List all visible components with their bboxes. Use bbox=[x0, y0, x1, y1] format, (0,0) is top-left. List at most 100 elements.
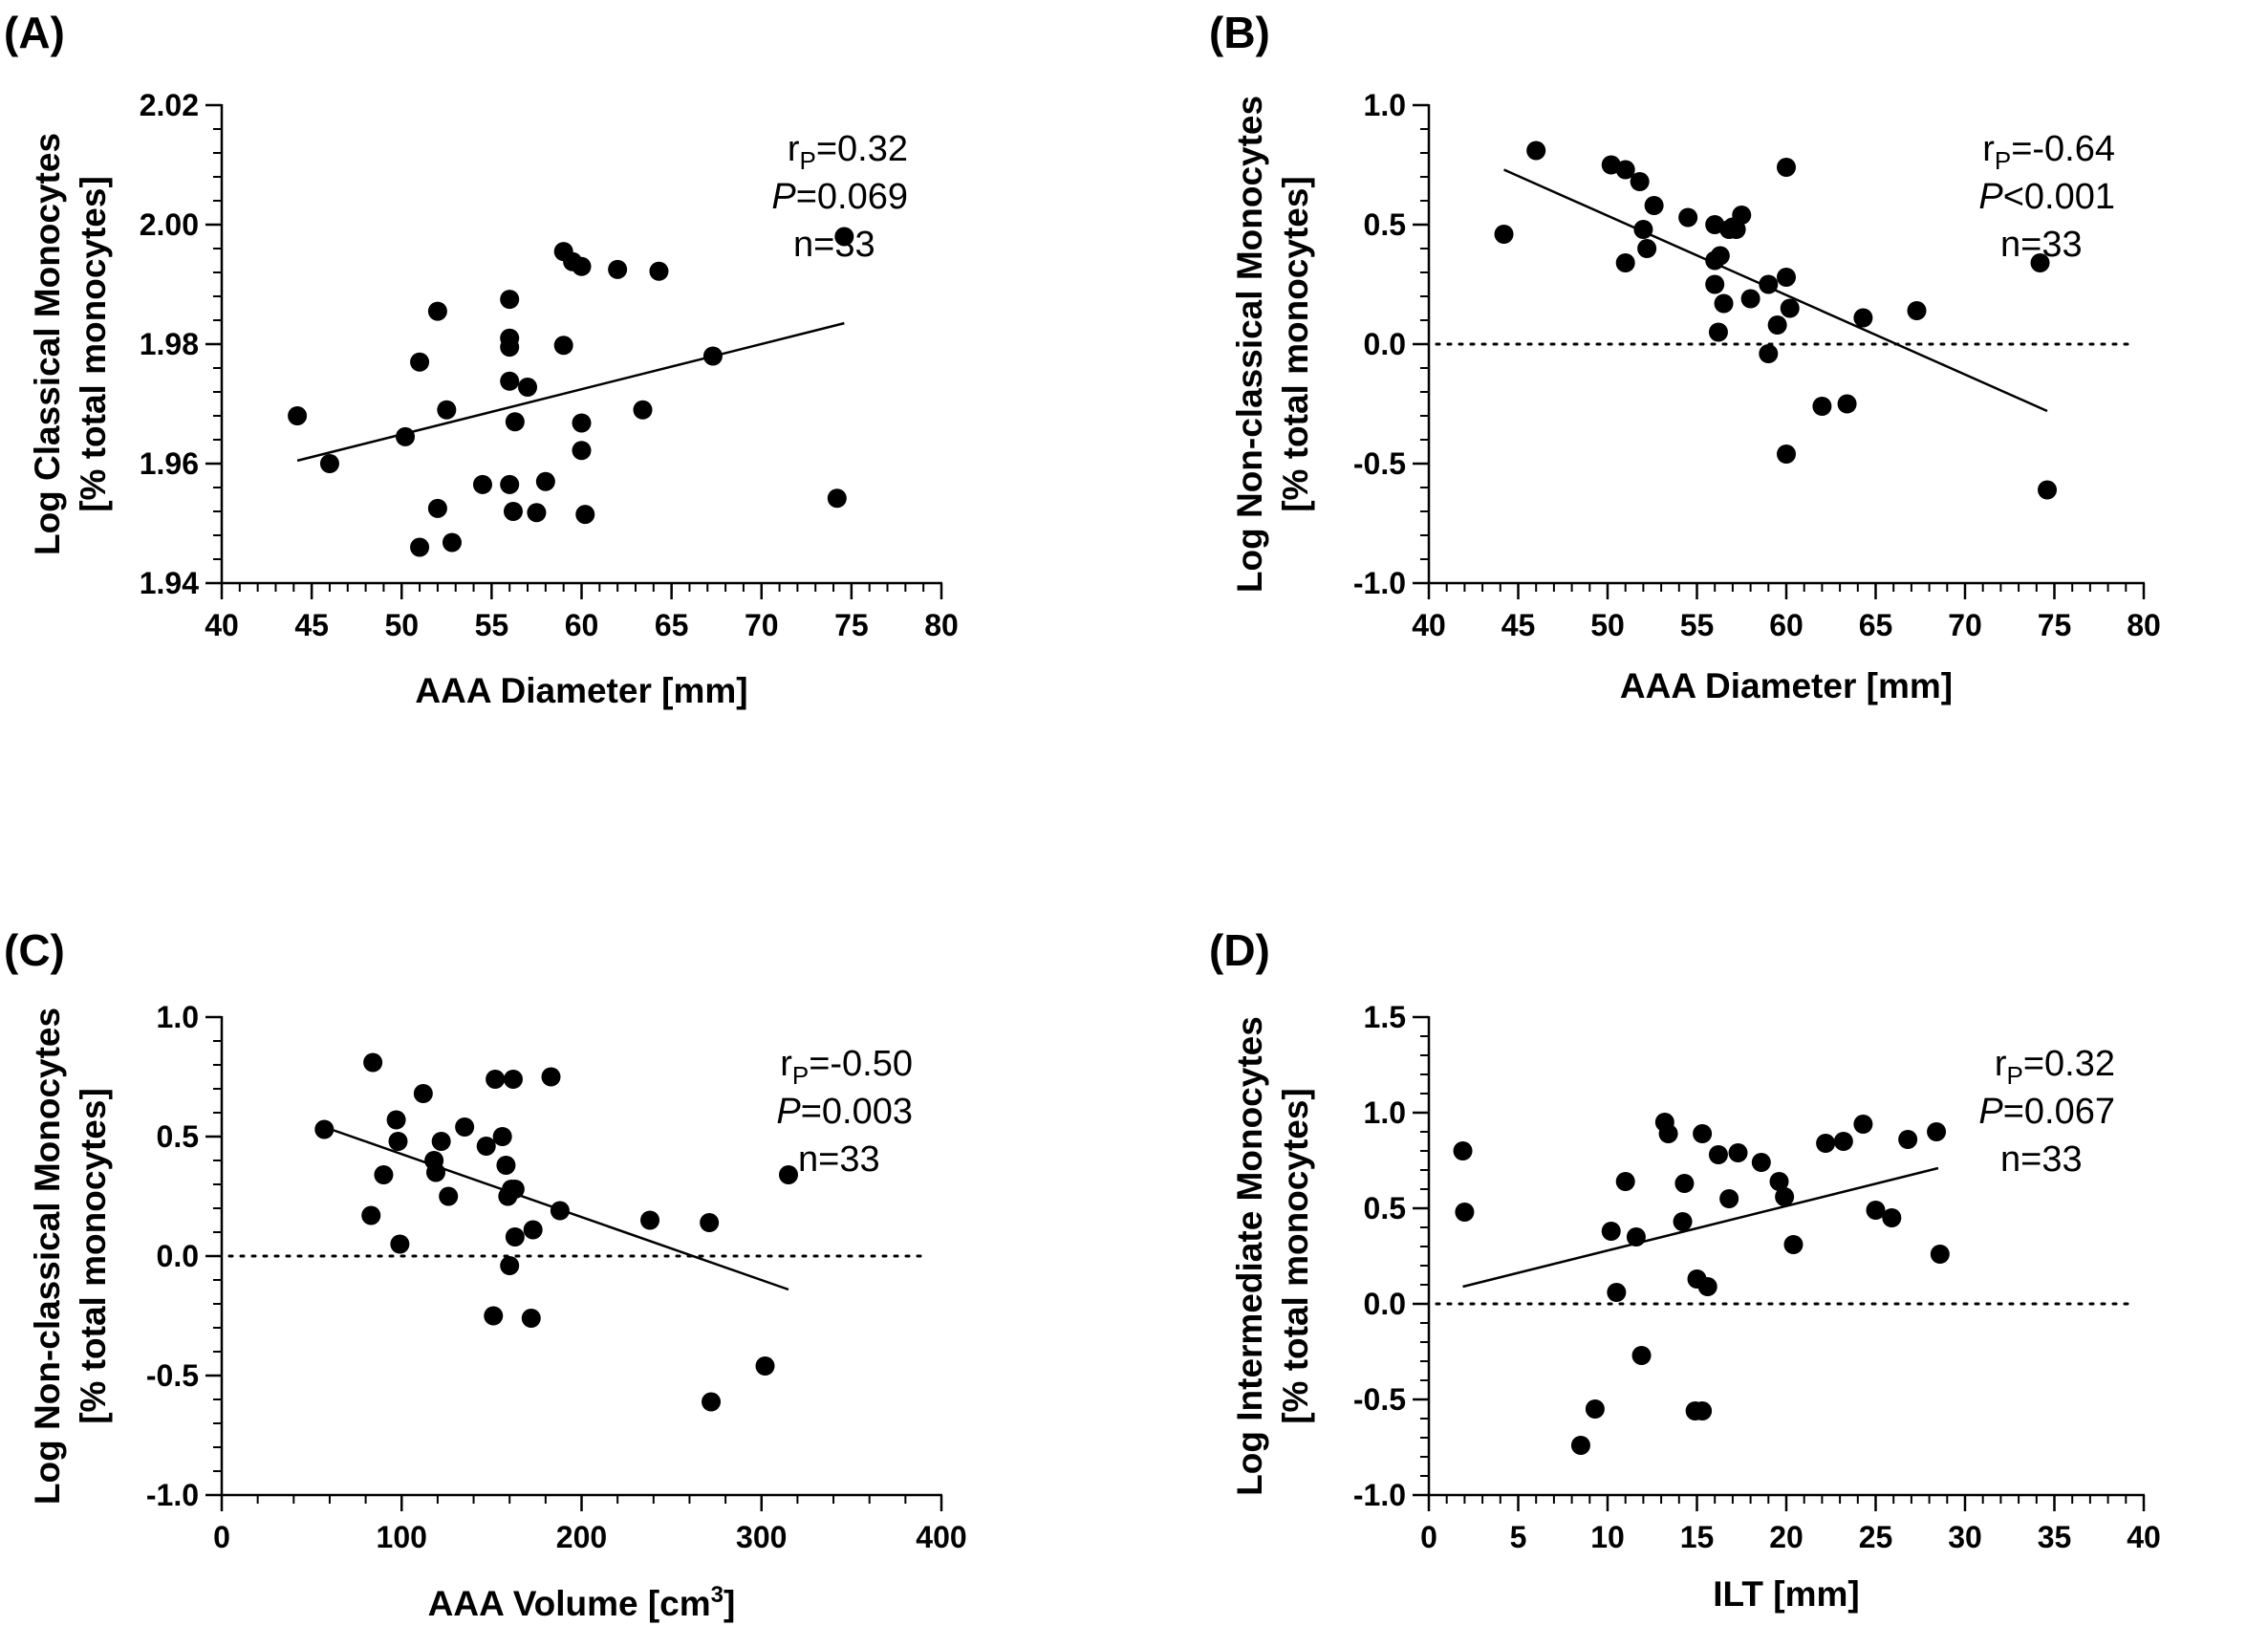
data-point bbox=[472, 474, 492, 494]
x-tick-label: 400 bbox=[916, 1520, 966, 1554]
x-tick-label: 80 bbox=[2127, 608, 2161, 642]
y-tick-label: -1.0 bbox=[1353, 566, 1406, 600]
panel-1: (A) 40 45 50 55 60 65 70 75 80 1.94 1.96 1.98 2.00 2.0… bbox=[4, 8, 959, 710]
y-tick-label: 0.0 bbox=[157, 1239, 199, 1273]
data-point bbox=[505, 412, 525, 432]
data-point bbox=[503, 1070, 523, 1089]
data-point bbox=[1615, 253, 1635, 272]
data-point bbox=[1898, 1130, 1918, 1149]
data-point bbox=[1777, 158, 1796, 177]
x-tick-label: 35 bbox=[2038, 1520, 2072, 1554]
data-point bbox=[1626, 1227, 1646, 1247]
correlation-coefficient: rP=-0.50 bbox=[780, 1044, 913, 1090]
data-point bbox=[410, 352, 430, 372]
data-point bbox=[1882, 1208, 1902, 1227]
data-point bbox=[492, 1127, 512, 1146]
data-point bbox=[1637, 239, 1657, 258]
data-point bbox=[1837, 394, 1857, 414]
data-point bbox=[1673, 1212, 1693, 1231]
data-point bbox=[702, 346, 723, 366]
panel-letter: (D) bbox=[1209, 925, 1270, 975]
data-point bbox=[455, 1117, 475, 1137]
data-point bbox=[1759, 274, 1779, 294]
data-point bbox=[1494, 225, 1514, 244]
data-point bbox=[1780, 298, 1800, 318]
data-point bbox=[1644, 196, 1664, 215]
x-tick-label: 40 bbox=[2127, 1520, 2161, 1554]
correlation-coefficient: rP=0.32 bbox=[788, 129, 908, 175]
data-point bbox=[505, 1227, 525, 1247]
data-point bbox=[1853, 308, 1873, 328]
data-point bbox=[553, 336, 573, 356]
y-tick-label: -1.0 bbox=[146, 1478, 199, 1512]
x-tick-label: 25 bbox=[1859, 1520, 1893, 1554]
y-tick-label: 2.02 bbox=[140, 88, 199, 122]
data-point bbox=[575, 505, 595, 525]
data-point bbox=[2030, 253, 2050, 272]
x-tick-label: 40 bbox=[1412, 608, 1446, 642]
data-point bbox=[486, 1070, 506, 1089]
data-point bbox=[500, 1256, 520, 1275]
x-tick-label: 300 bbox=[736, 1520, 787, 1554]
data-point bbox=[439, 1186, 459, 1206]
x-tick-label: 40 bbox=[205, 608, 239, 642]
data-point bbox=[541, 1067, 561, 1087]
data-point bbox=[500, 371, 520, 391]
data-point bbox=[608, 259, 628, 279]
data-point bbox=[523, 1220, 543, 1240]
data-point bbox=[1866, 1201, 1886, 1220]
x-tick-label: 10 bbox=[1590, 1520, 1625, 1554]
data-point bbox=[572, 441, 592, 461]
x-tick-label: 55 bbox=[1680, 608, 1715, 642]
data-point bbox=[390, 1234, 410, 1254]
data-point bbox=[1615, 1172, 1635, 1191]
data-point bbox=[1601, 1222, 1621, 1241]
data-point bbox=[1615, 160, 1635, 180]
sample-size: n=33 bbox=[2000, 225, 2083, 265]
data-point bbox=[427, 301, 447, 321]
data-point bbox=[1674, 1174, 1695, 1193]
data-point bbox=[702, 1392, 722, 1412]
data-point bbox=[1732, 206, 1752, 225]
p-value: P=0.067 bbox=[1978, 1092, 2115, 1132]
y-tick-label: -0.5 bbox=[1353, 446, 1406, 481]
data-point bbox=[1631, 1346, 1652, 1365]
x-tick-label: 50 bbox=[1590, 608, 1625, 642]
x-tick-label: 45 bbox=[294, 608, 329, 642]
data-point bbox=[1759, 344, 1779, 363]
data-point bbox=[1705, 274, 1725, 294]
y-tick-label: 0.5 bbox=[1364, 207, 1406, 242]
x-tick-label: 20 bbox=[1769, 1520, 1804, 1554]
data-point bbox=[527, 503, 547, 523]
data-point bbox=[503, 502, 523, 521]
data-point bbox=[500, 337, 520, 358]
y-tick-label: 0.5 bbox=[1364, 1191, 1406, 1225]
sample-size: n=33 bbox=[798, 1139, 880, 1180]
data-point bbox=[1693, 1124, 1713, 1143]
x-tick-label: 45 bbox=[1501, 608, 1536, 642]
data-point bbox=[1714, 293, 1734, 314]
data-point bbox=[1777, 268, 1796, 287]
data-point bbox=[1526, 141, 1546, 161]
panel-letter: (B) bbox=[1209, 8, 1270, 57]
x-tick-label: 75 bbox=[834, 608, 869, 642]
data-point bbox=[1726, 220, 1746, 239]
data-point bbox=[1775, 1187, 1795, 1206]
panel-2: (B) 40 45 50 55 60 65 70 75 80 -1.0 -0.5 0.0 0.5 1.0 AA… bbox=[1209, 8, 2161, 705]
y-axis-title-line-1: Log Non-classical Monocytes bbox=[1230, 96, 1269, 593]
data-point bbox=[319, 454, 339, 473]
data-point bbox=[1740, 289, 1760, 309]
data-point bbox=[1751, 1153, 1771, 1172]
y-axis-title-line-1: Log Classical Monocytes bbox=[28, 133, 67, 555]
x-tick-label: 100 bbox=[377, 1520, 427, 1554]
data-point bbox=[633, 400, 653, 420]
data-point bbox=[1777, 444, 1796, 464]
data-point bbox=[778, 1165, 798, 1184]
x-tick-label: 50 bbox=[384, 608, 419, 642]
data-point bbox=[1570, 1436, 1590, 1455]
data-point bbox=[535, 471, 555, 491]
y-tick-label: 1.94 bbox=[140, 566, 199, 600]
x-tick-label: 65 bbox=[1859, 608, 1893, 642]
data-point bbox=[505, 1180, 525, 1199]
y-axis-title-line-2: [% total monocytes] bbox=[74, 1088, 113, 1424]
